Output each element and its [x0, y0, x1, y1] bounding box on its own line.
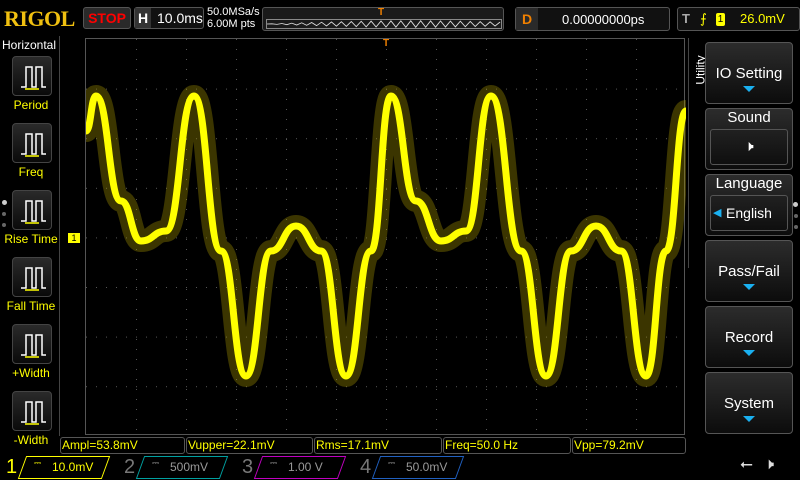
menu-item-label: Fall Time [6, 299, 56, 313]
menu-item-label: +Width [12, 366, 50, 380]
speaker-icon[interactable]: 🕨 [764, 456, 775, 473]
trigger-position-marker: T [383, 38, 390, 49]
ch1-offset-marker[interactable]: 1 [68, 233, 80, 243]
dropdown-arrow-icon [743, 86, 755, 92]
sound-button[interactable]: Sound 🕨 [705, 108, 793, 170]
language-button[interactable]: Language ◀ English [705, 174, 793, 236]
coupling-dc-icon: ⎓ [388, 458, 396, 468]
page-indicator [2, 212, 6, 216]
dropdown-arrow-icon [743, 284, 755, 290]
page-indicator [794, 225, 798, 229]
dropdown-arrow-icon [743, 416, 755, 422]
acquisition-info: 50.0MSa/s 6.00M pts [207, 6, 260, 30]
rise-time-icon[interactable] [12, 190, 52, 230]
pass-fail-button[interactable]: Pass/Fail [705, 240, 793, 302]
sample-rate: 50.0MSa/s [207, 6, 260, 18]
page-indicator [2, 200, 7, 205]
channel-number: 4 [360, 456, 372, 478]
coupling-dc-icon: ⎓ [34, 458, 42, 468]
pos-width-icon[interactable] [12, 324, 52, 364]
channel-scale: 500mV [170, 460, 209, 474]
waveform-display[interactable] [75, 38, 697, 435]
rising-edge-icon: ⨍ [700, 11, 707, 26]
timebase-box[interactable]: H 10.0ms [134, 7, 204, 29]
left-arrow-icon: ◀ [713, 207, 722, 219]
measurement-ampl[interactable]: Ampl=53.8mV [60, 437, 185, 454]
page-indicator [793, 202, 798, 207]
page-indicator [2, 223, 6, 227]
channel-2-button[interactable]: 2 ⎓ 500mV [118, 455, 230, 480]
menu-title: Horizontal [2, 38, 57, 52]
delay-box[interactable]: D 0.00000000ps [515, 7, 670, 31]
language-value-box: ◀ English [710, 195, 788, 231]
h-label: H [135, 8, 151, 28]
grid-and-waveform [75, 39, 697, 430]
timebase-value: 10.0ms [157, 10, 203, 26]
speaker-icon: 🕨 [710, 129, 788, 165]
menu-item-label: Freq [18, 165, 44, 179]
channel-scale: 50.0mV [406, 460, 448, 474]
coupling-dc-icon: ⎓ [270, 458, 278, 468]
pass-fail-label: Pass/Fail [718, 263, 780, 280]
channel-scale: 1.00 V [288, 460, 323, 474]
page-indicator [794, 214, 798, 218]
record-label: Record [724, 329, 774, 346]
menu-item-label: -Width [13, 433, 49, 447]
utility-tab: Utility [688, 38, 708, 268]
ch1-waveform [75, 84, 697, 388]
menu-item-label: Period [13, 98, 49, 112]
delay-value: 0.00000000ps [562, 12, 645, 27]
channel-4-button[interactable]: 4 ⎓ 50.0mV [354, 455, 466, 480]
language-label: Language [715, 175, 783, 192]
measurement-freq[interactable]: Freq=50.0 Hz [443, 437, 571, 454]
language-value: English [726, 205, 772, 221]
measurement-vupper[interactable]: Vupper=22.1mV [186, 437, 313, 454]
horizontal-measure-menu: Horizontal [0, 36, 60, 436]
channel-number: 2 [124, 456, 136, 478]
channel-3-button[interactable]: 3 ⎓ 1.00 V [236, 455, 348, 480]
usb-icon: ⭠ [740, 456, 753, 473]
channel-number: 3 [242, 456, 254, 478]
utility-menu: IO Setting Sound 🕨 Language ◀ English Pass/… [700, 38, 800, 438]
fall-time-icon[interactable] [12, 257, 52, 297]
overview-waveform [266, 19, 502, 29]
run-stop-button[interactable]: STOP [83, 7, 131, 29]
measurement-vpp[interactable]: Vpp=79.2mV [572, 437, 686, 454]
trigger-label: T [682, 11, 690, 26]
record-button[interactable]: Record [705, 306, 793, 368]
io-setting-label: IO Setting [715, 65, 783, 82]
trigger-position-marker: T [378, 7, 385, 18]
memory-overview: T [262, 7, 504, 31]
dropdown-arrow-icon [743, 350, 755, 356]
neg-width-icon[interactable] [12, 391, 52, 431]
trigger-box[interactable]: T ⨍ 1 26.0mV [677, 7, 800, 31]
sound-label: Sound [727, 109, 771, 126]
system-label: System [723, 395, 774, 412]
system-button[interactable]: System [705, 372, 793, 434]
measurement-rms[interactable]: Rms=17.1mV [314, 437, 442, 454]
memory-depth: 6.00M pts [207, 18, 256, 30]
delay-label: D [516, 8, 538, 30]
channel-1-button[interactable]: 1 ⎓ 10.0mV [0, 455, 112, 480]
trigger-level: 26.0mV [740, 11, 785, 26]
channel-scale: 10.0mV [52, 460, 94, 474]
channel-number: 1 [6, 456, 18, 478]
rigol-logo: RIGOL [4, 6, 75, 31]
freq-icon[interactable] [12, 123, 52, 163]
menu-item-label: Rise Time [4, 232, 58, 246]
trigger-source: 1 [716, 13, 725, 26]
io-setting-button[interactable]: IO Setting [705, 42, 793, 104]
period-icon[interactable] [12, 56, 52, 96]
coupling-dc-icon: ⎓ [152, 458, 160, 468]
